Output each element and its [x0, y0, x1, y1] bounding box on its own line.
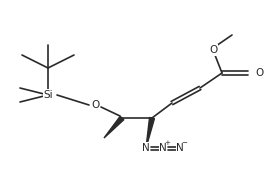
Polygon shape [104, 116, 124, 138]
Text: Si: Si [43, 90, 53, 100]
Text: O: O [255, 68, 263, 78]
Text: N: N [176, 143, 184, 153]
Text: N: N [142, 143, 150, 153]
Text: N: N [159, 143, 167, 153]
Text: O: O [91, 100, 99, 110]
Text: O: O [209, 45, 217, 55]
Text: −: − [182, 140, 188, 146]
Text: +: + [164, 140, 170, 146]
Polygon shape [146, 117, 154, 148]
